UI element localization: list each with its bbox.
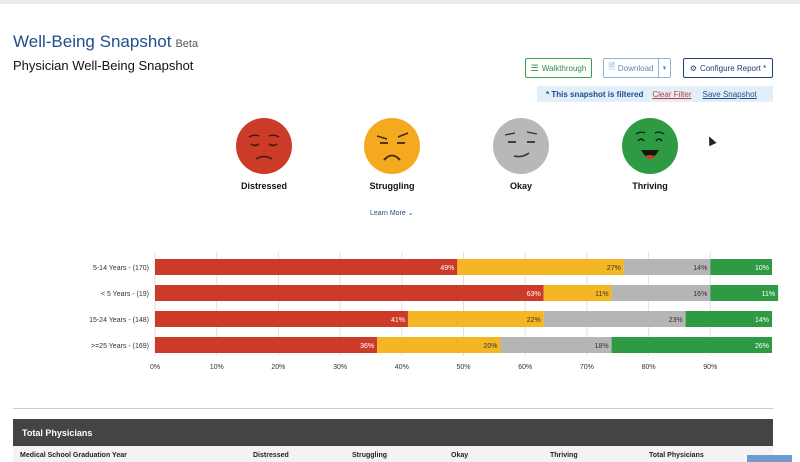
configure-report-button[interactable]: ⚙ Configure Report * bbox=[683, 58, 773, 78]
download-dropdown-button[interactable]: ▾ bbox=[658, 58, 671, 78]
face-okay[interactable]: Okay bbox=[481, 118, 561, 191]
face-label: Okay bbox=[509, 181, 533, 191]
data-label: 18% bbox=[595, 343, 609, 350]
face-struggling[interactable]: Struggling bbox=[352, 118, 432, 191]
bar-segment bbox=[155, 259, 458, 275]
data-label: 14% bbox=[693, 265, 707, 272]
bar-segment bbox=[500, 337, 612, 353]
column-header[interactable]: Struggling bbox=[352, 452, 387, 459]
x-tick-label: 10% bbox=[210, 364, 224, 371]
x-tick-label: 40% bbox=[395, 364, 409, 371]
app-title: Well-Being Snapshot Beta bbox=[13, 32, 198, 52]
gear-icon: ⚙ bbox=[689, 63, 697, 73]
configure-label: Configure Report * bbox=[699, 63, 767, 73]
filter-message: * This snapshot is filtered bbox=[546, 89, 644, 99]
scroll-to-top-button[interactable] bbox=[747, 455, 792, 462]
x-tick-label: 30% bbox=[333, 364, 347, 371]
x-tick-label: 70% bbox=[580, 364, 594, 371]
face-distressed[interactable]: Distressed bbox=[224, 118, 304, 191]
data-label: 41% bbox=[391, 317, 405, 324]
column-header[interactable]: Distressed bbox=[253, 452, 289, 459]
column-header[interactable]: Medical School Graduation Year bbox=[20, 452, 127, 459]
page-title: Physician Well-Being Snapshot bbox=[13, 58, 194, 73]
data-label: 63% bbox=[527, 291, 541, 298]
x-tick-label: 60% bbox=[518, 364, 532, 371]
bar-segment bbox=[623, 259, 711, 275]
walkthrough-button[interactable]: ☰ Walkthrough bbox=[525, 58, 592, 78]
download-button[interactable]: 🗎 Download bbox=[603, 58, 658, 78]
distressed-face-icon bbox=[236, 118, 292, 174]
bar-segment bbox=[155, 337, 378, 353]
document-icon: 🗎 bbox=[608, 62, 615, 71]
column-header[interactable]: Total Physicians bbox=[649, 452, 704, 459]
category-label: >=25 Years - (169) bbox=[91, 343, 149, 350]
bar-segment bbox=[377, 337, 501, 353]
face-label: Distressed bbox=[240, 181, 288, 191]
x-tick-label: 80% bbox=[642, 364, 656, 371]
category-label: 5-14 Years - (170) bbox=[93, 265, 149, 272]
x-tick-label: 50% bbox=[456, 364, 470, 371]
column-header[interactable]: Okay bbox=[451, 452, 469, 459]
bar-segment bbox=[710, 259, 772, 275]
data-label: 11% bbox=[595, 291, 609, 298]
graduation-year-stacked-bar-chart: 5-14 Years - (170) 49% 27% 14% 10% < 5 Years … bbox=[89, 252, 779, 371]
table-header-row: Medical School Graduation Year Distresse… bbox=[13, 446, 773, 462]
chevron-down-icon: ⌄ bbox=[407, 210, 414, 217]
bar-segment bbox=[543, 285, 612, 301]
clear-filter-link[interactable]: Clear Filter bbox=[652, 89, 692, 99]
column-header[interactable]: Thriving bbox=[550, 452, 578, 459]
wellbeing-faces: Distressed Struggling Okay bbox=[0, 118, 800, 198]
bar-segment bbox=[155, 311, 408, 327]
data-label: 10% bbox=[755, 265, 769, 272]
data-label: 20% bbox=[484, 343, 498, 350]
data-label: 14% bbox=[755, 317, 769, 324]
walkthrough-icon: ☰ bbox=[530, 62, 539, 73]
walkthrough-label: Walkthrough bbox=[541, 63, 587, 73]
data-label: 36% bbox=[360, 343, 374, 350]
bar-segment bbox=[155, 285, 544, 301]
category-label: < 5 Years - (19) bbox=[101, 291, 149, 298]
learn-more-link[interactable]: Learn More ⌄ bbox=[370, 209, 414, 217]
bar-segment bbox=[710, 285, 779, 301]
category-label: 15-24 Years - (148) bbox=[89, 317, 149, 324]
bar-segment bbox=[407, 311, 544, 327]
bar-segment bbox=[543, 311, 686, 327]
caret-down-icon: ▾ bbox=[662, 65, 667, 72]
x-tick-label: 0% bbox=[150, 364, 160, 371]
data-label: 49% bbox=[440, 265, 454, 272]
learn-more-label: Learn More bbox=[370, 210, 406, 217]
bar-segment bbox=[685, 311, 772, 327]
okay-face-icon bbox=[493, 118, 549, 174]
struggling-face-icon bbox=[364, 118, 420, 174]
data-label: 11% bbox=[762, 291, 776, 298]
data-label: 16% bbox=[693, 291, 707, 298]
data-label: 27% bbox=[607, 265, 621, 272]
data-label: 22% bbox=[527, 317, 541, 324]
face-label: Struggling bbox=[369, 181, 415, 191]
bar-segment bbox=[611, 285, 711, 301]
face-label: Thriving bbox=[632, 181, 668, 191]
x-tick-label: 20% bbox=[271, 364, 285, 371]
beta-badge: Beta bbox=[175, 38, 199, 50]
save-snapshot-link[interactable]: Save Snapshot bbox=[702, 89, 757, 99]
app-title-text: Well-Being Snapshot bbox=[13, 32, 172, 51]
bar-segment bbox=[457, 259, 624, 275]
section-divider bbox=[13, 408, 773, 409]
face-thriving[interactable]: Thriving bbox=[610, 118, 690, 191]
x-tick-label: 90% bbox=[703, 364, 717, 371]
download-label: Download bbox=[617, 63, 654, 73]
data-label: 26% bbox=[755, 343, 769, 350]
data-label: 23% bbox=[669, 317, 683, 324]
thriving-face-icon bbox=[622, 118, 678, 174]
bar-segment bbox=[611, 337, 772, 353]
top-band bbox=[0, 0, 800, 4]
filter-bar: * This snapshot is filtered Clear Filter… bbox=[537, 86, 773, 102]
table-title: Total Physicians bbox=[13, 419, 773, 446]
